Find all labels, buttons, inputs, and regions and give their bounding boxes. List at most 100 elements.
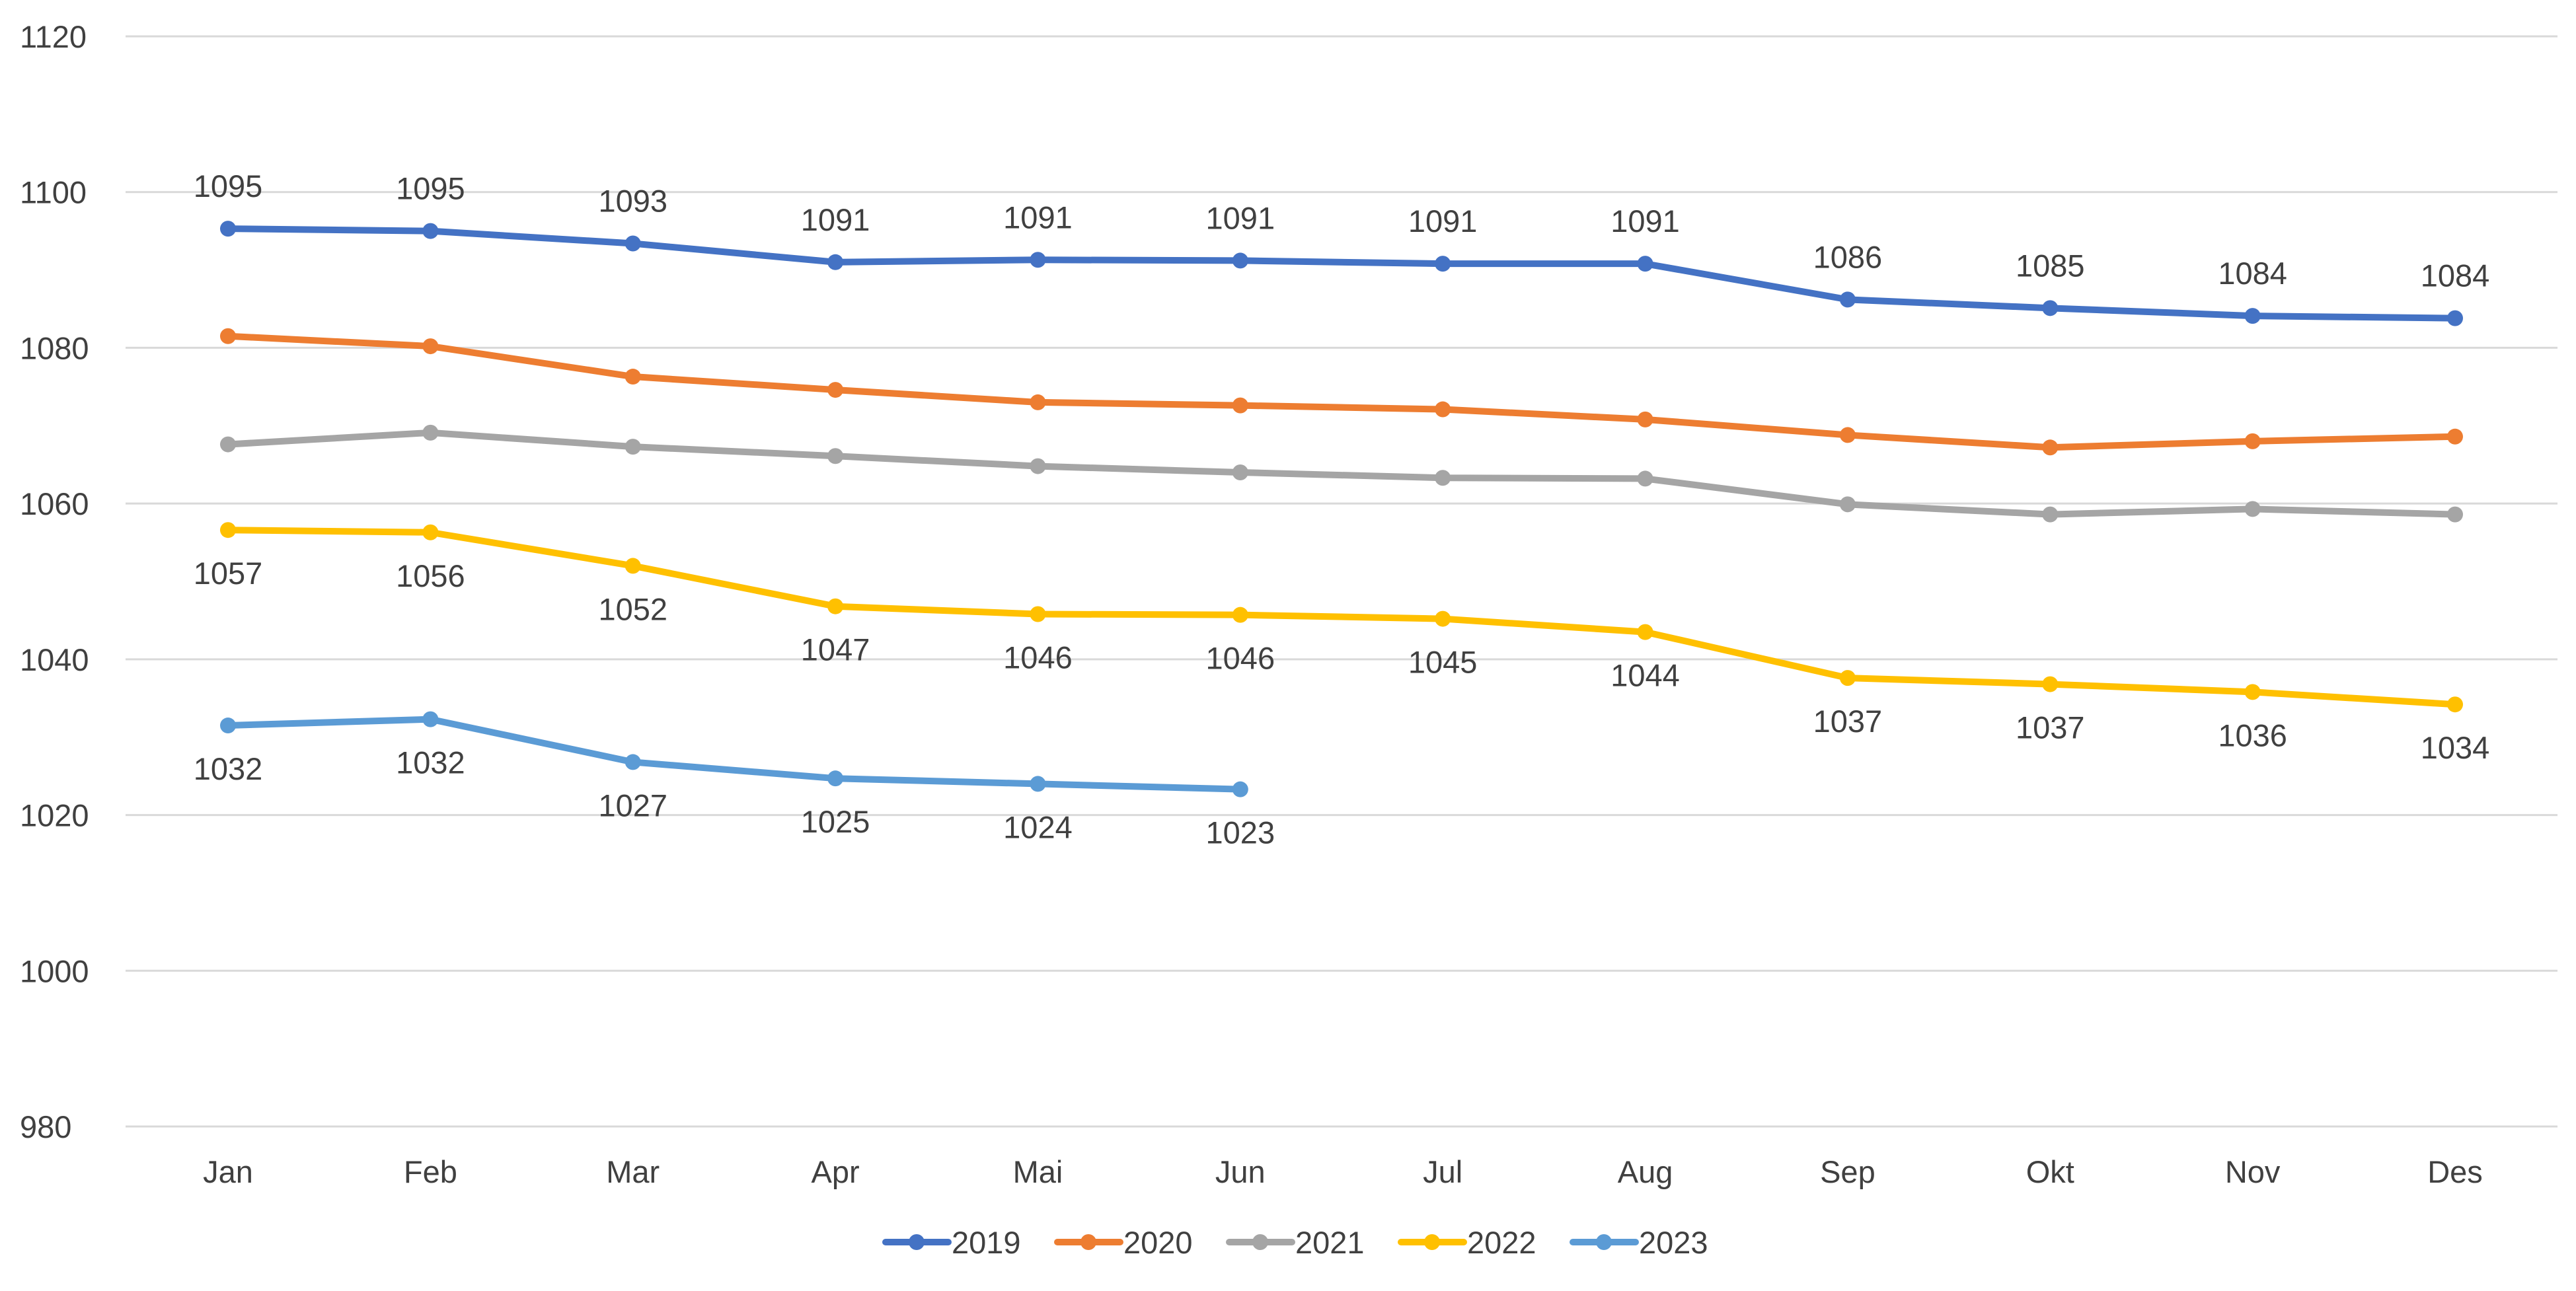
data-label-2019: 1084 (2421, 258, 2490, 293)
x-tick-label: Apr (812, 1154, 860, 1189)
legend-label: 2023 (1639, 1225, 1708, 1260)
data-label-2019: 1084 (2218, 256, 2287, 291)
data-point-2022 (2244, 684, 2261, 700)
data-label-2022: 1046 (1206, 641, 1275, 676)
legend-swatch-marker (1080, 1234, 1096, 1250)
legend: 2019 2020 2021 2022 2023 (882, 1225, 1708, 1260)
data-point-2021 (422, 424, 439, 441)
data-point-2020 (2042, 439, 2059, 456)
x-tick-label: Feb (404, 1154, 457, 1189)
series-line-2021 (225, 429, 2458, 518)
series-line-2019 (225, 225, 2458, 322)
data-label-2023: 1032 (194, 751, 263, 786)
y-tick-label: 1120 (20, 19, 87, 54)
data-label-2019: 1086 (1813, 239, 1883, 274)
data-point-2021 (1030, 458, 1046, 474)
data-label-2022: 1036 (2218, 718, 2287, 753)
x-tick-label: Sep (1820, 1154, 1875, 1189)
y-tick-label: 1100 (20, 175, 87, 210)
data-point-2021 (2244, 501, 2261, 517)
data-point-2020 (2244, 433, 2261, 449)
data-point-2022 (1435, 610, 1451, 627)
data-label-2022: 1057 (194, 556, 263, 591)
data-point-2022 (2042, 676, 2059, 692)
data-point-2021 (1435, 470, 1451, 486)
data-point-2019 (1232, 252, 1248, 269)
legend-label: 2022 (1467, 1225, 1536, 1260)
gridlines (126, 35, 2557, 1128)
data-point-2020 (1839, 427, 1856, 443)
data-point-2023 (1030, 776, 1046, 792)
data-point-2019 (2447, 310, 2463, 326)
data-point-2022 (1839, 670, 1856, 686)
data-point-2019 (1030, 252, 1046, 268)
series-line-2022 (225, 527, 2458, 708)
data-point-2019 (625, 235, 641, 252)
data-point-2023 (220, 718, 236, 734)
data-point-2022 (2447, 696, 2463, 713)
x-tick-label: Aug (1618, 1154, 1673, 1189)
data-point-2020 (422, 338, 439, 355)
data-point-2022 (1030, 606, 1046, 622)
data-label-2022: 1045 (1408, 645, 1478, 680)
x-axis-tick-labels: Jan Feb Mar Apr Mai Jun Jul Aug Sep Okt Nov Des (203, 1154, 2483, 1189)
data-point-2023 (827, 770, 844, 787)
x-tick-label: Okt (2026, 1154, 2074, 1189)
data-point-2020 (827, 382, 844, 398)
data-point-2021 (2447, 506, 2463, 523)
data-point-2022 (422, 524, 439, 540)
data-point-2020 (2447, 428, 2463, 445)
data-point-2020 (1637, 411, 1653, 427)
series-line-2023 (225, 716, 1244, 793)
data-label-2022: 1037 (1813, 704, 1883, 739)
y-axis-tick-labels: 980 1000 1020 1040 1060 1080 1100 1120 (20, 19, 89, 1144)
series-2021 (220, 424, 2463, 523)
series-2019 (220, 221, 2463, 326)
data-point-2023 (1232, 781, 1248, 797)
data-point-2019 (1637, 256, 1653, 272)
data-point-2022 (827, 598, 844, 614)
data-label-2019: 1091 (801, 202, 870, 237)
data-label-2023: 1027 (598, 788, 667, 823)
legend-swatch-marker (1596, 1234, 1612, 1250)
data-point-2022 (625, 558, 641, 574)
legend-item-2020: 2020 (1054, 1225, 1193, 1260)
data-label-2023: 1025 (801, 804, 870, 839)
legend-item-2019: 2019 (882, 1225, 1021, 1260)
data-label-2022: 1052 (598, 591, 667, 626)
data-point-2019 (422, 223, 439, 239)
data-label-2019: 1093 (598, 184, 667, 219)
series-2022 (220, 522, 2463, 713)
data-point-2019 (1435, 256, 1451, 272)
data-point-2021 (1232, 464, 1248, 480)
legend-item-2022: 2022 (1398, 1225, 1536, 1260)
data-point-2022 (1232, 607, 1248, 623)
data-point-2022 (220, 522, 236, 538)
x-tick-label: Mar (606, 1154, 660, 1189)
data-label-2022: 1056 (396, 558, 465, 593)
data-labels: 1095 1095 1093 1091 1091 1091 1091 1091 1086 1085… (194, 168, 2490, 850)
x-tick-label: Jan (203, 1154, 253, 1189)
y-tick-label: 1080 (20, 330, 89, 365)
data-point-2022 (1637, 624, 1653, 640)
data-point-2021 (625, 439, 641, 455)
data-point-2021 (2042, 506, 2059, 523)
x-tick-label: Nov (2225, 1154, 2281, 1189)
legend-item-2023: 2023 (1570, 1225, 1708, 1260)
data-point-2020 (625, 369, 641, 385)
data-point-2020 (1030, 394, 1046, 410)
data-point-2021 (220, 436, 236, 453)
series-lines (220, 221, 2463, 797)
data-label-2019: 1091 (1206, 200, 1275, 235)
data-label-2022: 1046 (1003, 640, 1073, 675)
data-point-2021 (827, 448, 844, 464)
legend-label: 2020 (1123, 1225, 1193, 1260)
data-label-2019: 1085 (2016, 248, 2085, 283)
data-point-2021 (1637, 470, 1653, 487)
data-label-2019: 1091 (1003, 200, 1073, 235)
data-point-2019 (2244, 308, 2261, 324)
data-label-2019: 1095 (396, 171, 465, 206)
data-point-2020 (1232, 397, 1248, 414)
